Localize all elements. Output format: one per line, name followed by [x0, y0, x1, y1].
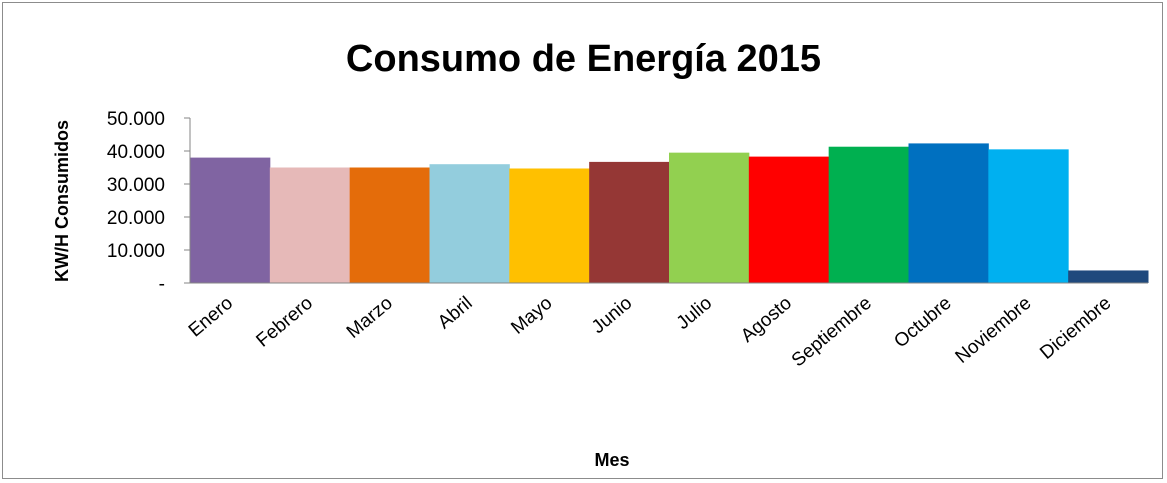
- bar-enero: [190, 157, 271, 283]
- y-tick-label: 50.000: [107, 109, 165, 130]
- bar-agosto: [748, 156, 830, 283]
- bar-mayo: [509, 168, 590, 283]
- bar-octubre: [908, 143, 989, 283]
- bar-septiembre: [828, 146, 909, 283]
- x-tick-label-diciembre: Diciembre: [1036, 293, 1115, 364]
- x-tick-label-abril: Abril: [434, 293, 477, 334]
- x-tick-label-enero: Enero: [185, 293, 237, 342]
- bar-febrero: [269, 167, 351, 283]
- bar-marzo: [349, 167, 430, 283]
- y-tick-label: 20.000: [107, 208, 165, 229]
- x-tick-label-marzo: Marzo: [343, 293, 397, 343]
- bar-julio: [669, 152, 750, 283]
- x-tick-label-octubre: Octubre: [890, 293, 955, 353]
- bars-layer: [190, 143, 1149, 283]
- y-tick-labels: - 10.000 20.000 30.000 40.000 50.000: [107, 109, 165, 295]
- y-tick-label: 30.000: [107, 175, 165, 196]
- bar-noviembre: [988, 149, 1069, 283]
- x-tick-label-mayo: Mayo: [507, 293, 556, 339]
- axis-layer: [184, 117, 1148, 284]
- bar-abril: [429, 164, 510, 283]
- chart-title: Consumo de Energía 2015: [345, 38, 822, 80]
- bar-diciembre: [1068, 270, 1149, 283]
- y-tick-label: 10.000: [107, 241, 165, 262]
- bar-junio: [589, 161, 670, 283]
- y-tick-label: 40.000: [107, 142, 165, 163]
- x-tick-label-julio: Julio: [673, 293, 716, 334]
- x-tick-label-agosto: Agosto: [737, 293, 796, 347]
- x-tick-label-junio: Junio: [588, 293, 636, 338]
- x-tick-label-febrero: Febrero: [252, 293, 316, 352]
- x-tick-labels: Enero Febrero Marzo Abril Mayo Junio Julio Agos…: [185, 293, 1116, 372]
- y-axis-title: KW/H Consumidos: [52, 120, 72, 282]
- x-tick-label-noviembre: Noviembre: [952, 293, 1036, 368]
- x-axis-title: Mes: [594, 450, 629, 470]
- x-tick-label-septiembre: Septiembre: [788, 293, 876, 372]
- y-tick-label: -: [159, 274, 165, 295]
